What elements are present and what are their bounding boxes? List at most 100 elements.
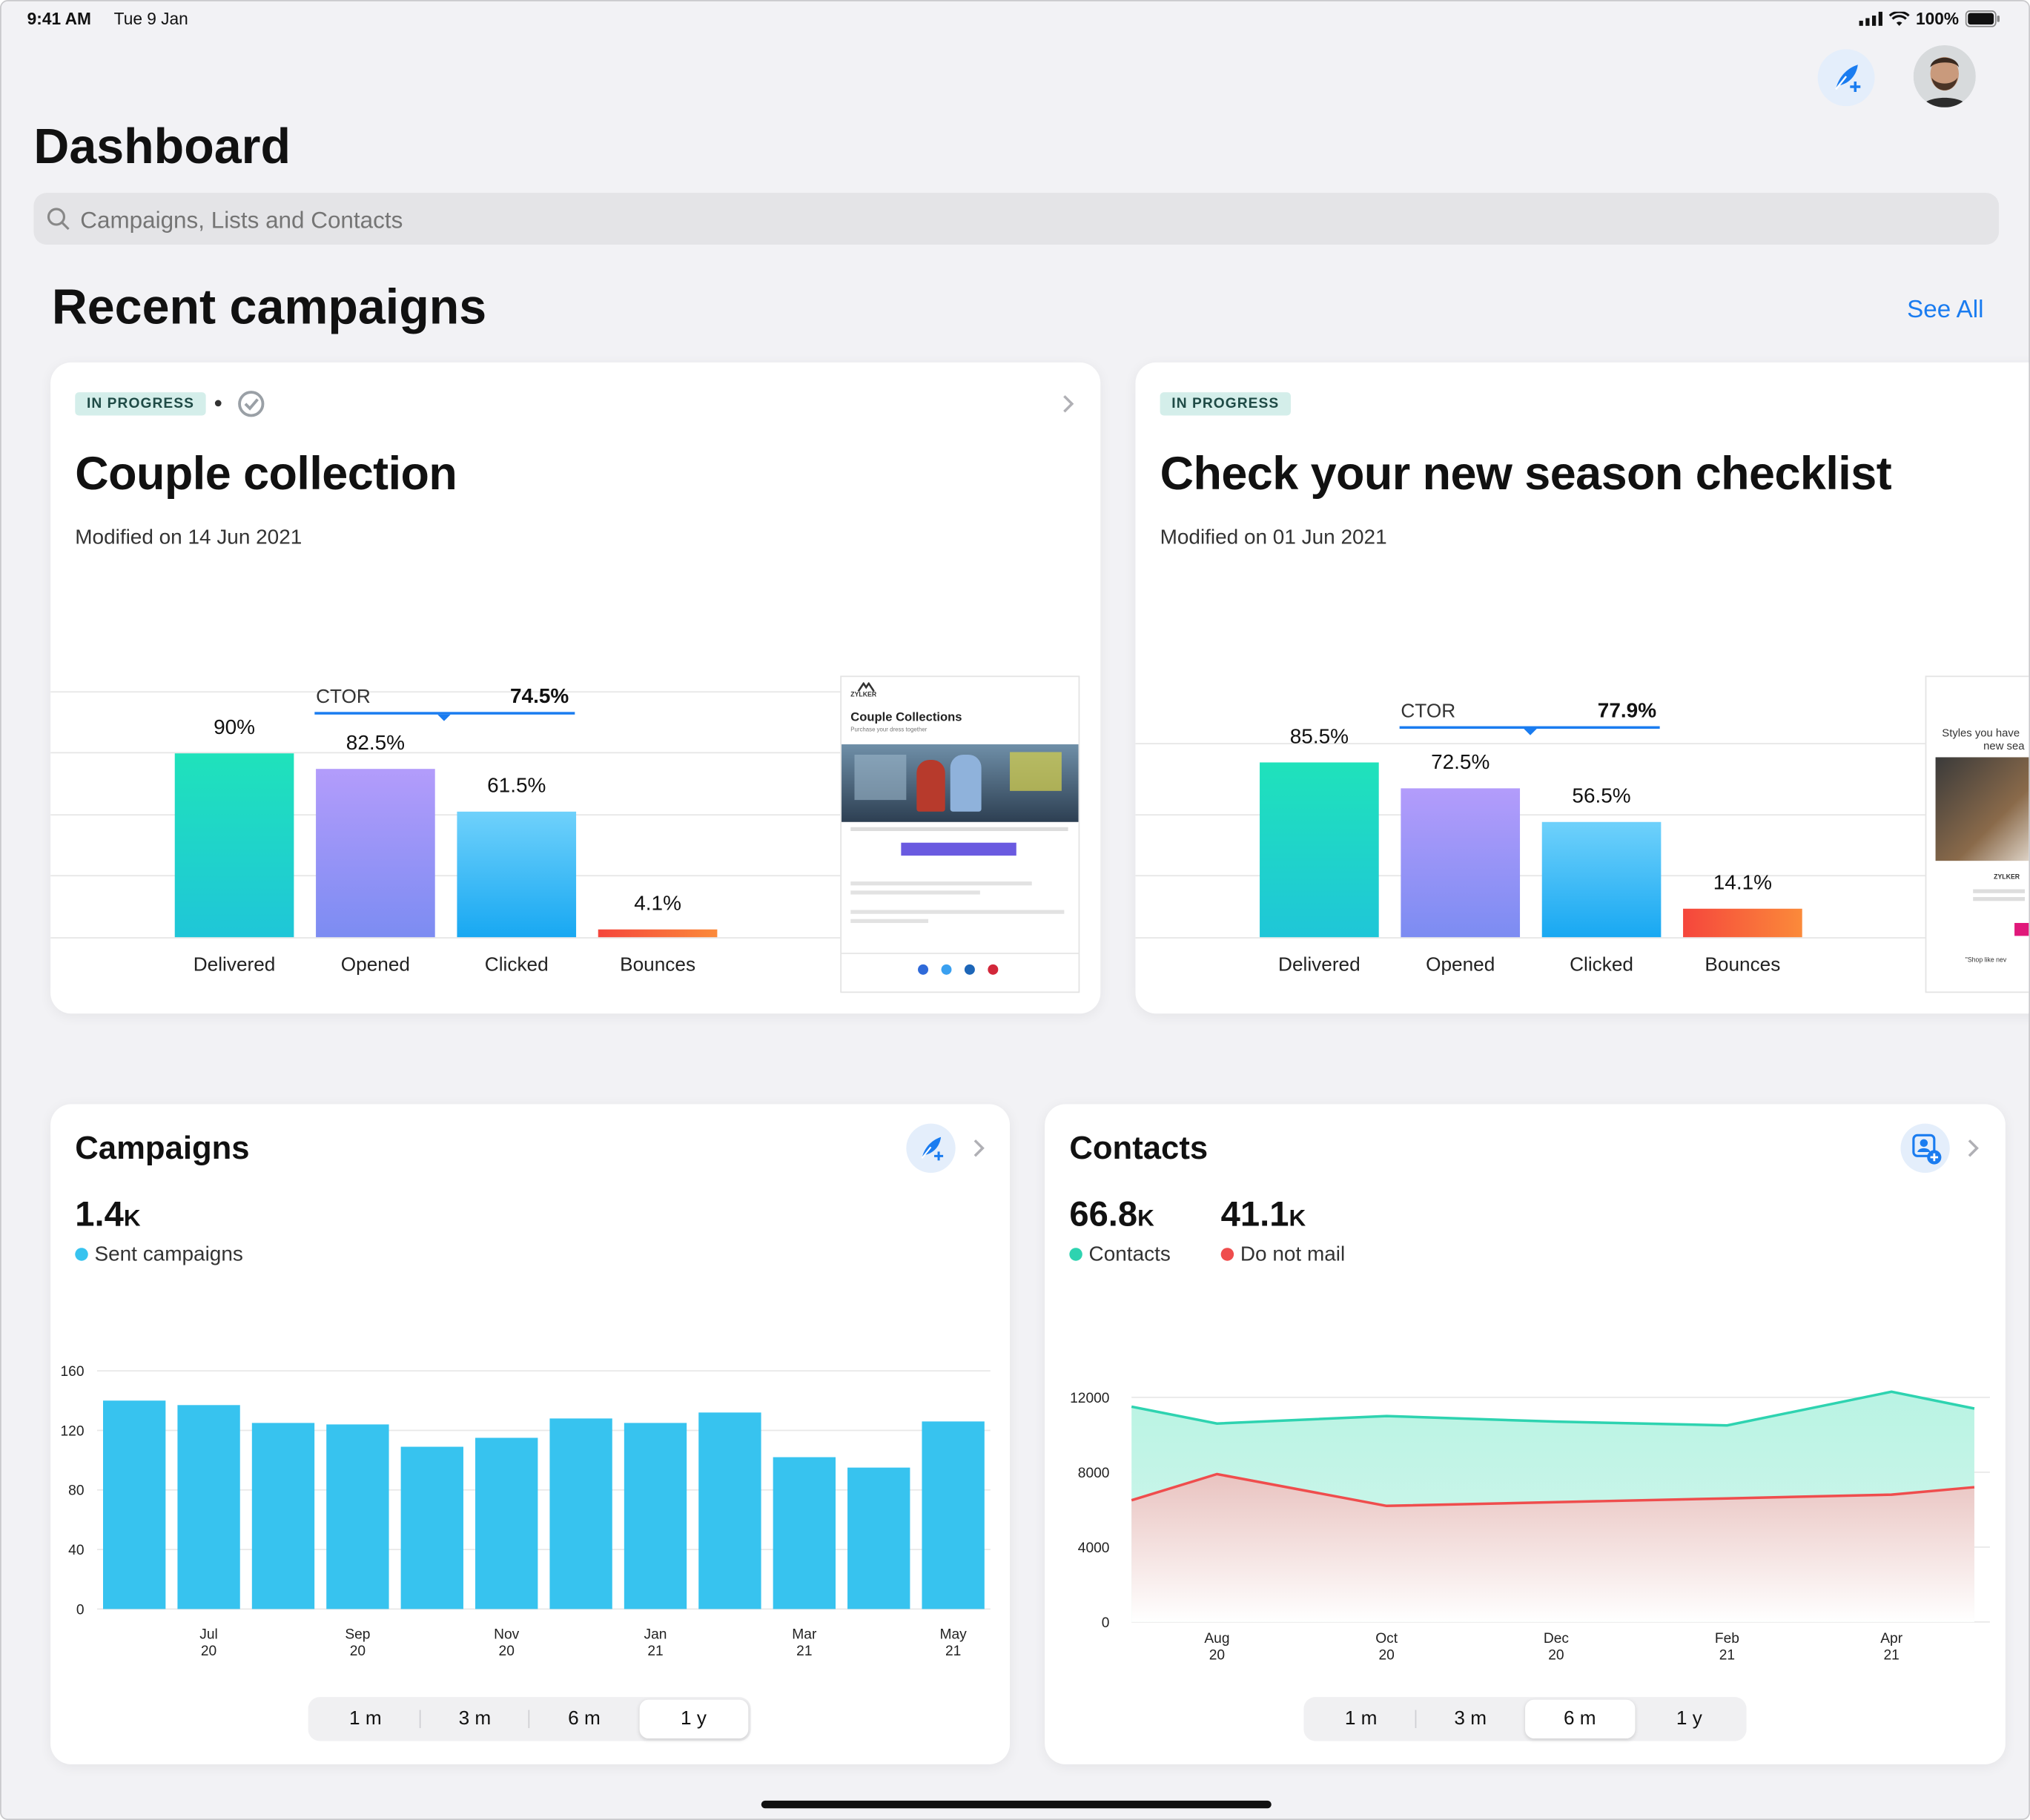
campaign-card[interactable]: IN PROGRESS Couple collection Modified o… — [50, 362, 1101, 1014]
grid-line — [1135, 743, 1925, 745]
new-campaign-button[interactable] — [906, 1123, 956, 1173]
email-preview-thumbnail[interactable]: ZYLKER Couple Collections Purchase your … — [840, 675, 1080, 993]
x-tick-label: Jan — [644, 1627, 667, 1643]
segment-divider — [1414, 1710, 1416, 1729]
grid-line — [1135, 937, 1925, 939]
separator-dot — [214, 400, 222, 407]
x-tick-label: 20 — [1379, 1648, 1395, 1664]
x-tick-label: 20 — [201, 1644, 216, 1659]
kpi-value: 1.4 — [75, 1194, 124, 1234]
label-delivered: Delivered — [1278, 953, 1361, 976]
legend-label: Sent campaigns — [94, 1244, 243, 1266]
x-tick-label: May — [940, 1627, 968, 1643]
legend-dot — [1220, 1248, 1234, 1261]
value-delivered: 85.5% — [1289, 726, 1349, 749]
compose-campaign-button[interactable] — [1817, 49, 1875, 107]
chevron-right-icon[interactable] — [1060, 394, 1076, 414]
x-tick-label: 21 — [796, 1644, 812, 1659]
range-option-1m[interactable]: 1 m — [1306, 1700, 1416, 1738]
email-preview-thumbnail[interactable]: Styles you have new sea ZYLKER "Shop lik… — [1925, 675, 2029, 993]
x-tick-label: Jul — [199, 1627, 218, 1643]
bar — [549, 1418, 612, 1609]
sent-campaigns-count: 1.4K — [75, 1195, 140, 1235]
x-tick-label: 20 — [499, 1644, 515, 1659]
ctor-marker — [437, 714, 451, 721]
x-tick-label: Nov — [494, 1627, 520, 1643]
home-indicator — [761, 1800, 1272, 1809]
y-tick-label: 160 — [60, 1364, 84, 1380]
y-tick-label: 4000 — [1078, 1541, 1110, 1556]
grid-line — [1135, 875, 1925, 877]
preview-divider — [842, 953, 1079, 954]
range-option-1y[interactable]: 1 y — [1676, 1707, 1702, 1730]
range-selector[interactable]: 1 m 3 m 6 m 1 y — [1303, 1697, 1747, 1741]
range-option-1m[interactable]: 1 m — [311, 1700, 420, 1738]
feather-plus-icon — [921, 1136, 944, 1161]
bar-bounces — [1683, 908, 1802, 938]
twitter-icon — [941, 964, 952, 975]
preview-cta — [2014, 922, 2029, 936]
do-not-mail-area — [1131, 1474, 1974, 1622]
preview-brand: ZYLKER — [850, 691, 877, 699]
y-tick-label: 12000 — [1070, 1391, 1109, 1406]
segment-divider — [528, 1710, 530, 1729]
y-tick-label: 80 — [68, 1483, 84, 1499]
preview-line: new sea — [1983, 739, 2025, 752]
bar-bounces — [598, 928, 718, 938]
contacts-widget[interactable]: Contacts 66.8K 41.1K Contacts Do not mai… — [1045, 1104, 2006, 1764]
chevron-right-icon[interactable] — [1965, 1138, 1981, 1159]
campaigns-bar-chart: 04080120160Jul20Sep20Nov20Jan21Mar21May2… — [60, 1364, 991, 1659]
preview-photo — [1935, 757, 2029, 861]
x-tick-label: Feb — [1715, 1631, 1739, 1647]
grid-line — [50, 875, 841, 877]
legend-label: Do not mail — [1240, 1244, 1346, 1266]
cellular-signal-icon — [1859, 11, 1882, 26]
range-option-1y[interactable]: 1 y — [638, 1699, 749, 1739]
campaigns-widget[interactable]: Campaigns 1.4K Sent campaigns 0 40 80 120 16… — [50, 1104, 1011, 1764]
label-opened: Opened — [1426, 953, 1495, 976]
search-icon — [47, 208, 70, 231]
range-option-3m[interactable]: 3 m — [1454, 1707, 1487, 1730]
bar — [475, 1437, 538, 1609]
range-option-6m[interactable]: 6 m — [1525, 1699, 1635, 1739]
bar — [698, 1412, 761, 1609]
recent-campaigns-heading: Recent campaigns — [51, 280, 487, 336]
bar — [251, 1423, 315, 1609]
value-delivered: 90% — [214, 716, 256, 739]
preview-text-line — [1973, 897, 2026, 901]
contacts-count: 66.8K — [1069, 1195, 1154, 1235]
ctor-value: 77.9% — [1597, 700, 1657, 723]
chevron-right-icon[interactable] — [971, 1138, 987, 1159]
do-not-mail-count: 41.1K — [1221, 1195, 1306, 1235]
campaign-card[interactable]: IN PROGRESS Check your new season checkl… — [1135, 362, 2029, 1014]
range-option-6m[interactable]: 6 m — [568, 1707, 601, 1730]
bar-opened — [316, 768, 435, 938]
x-tick-label: Dec — [1544, 1631, 1570, 1647]
legend-label: Contacts — [1088, 1244, 1171, 1266]
modified-date: Modified on 14 Jun 2021 — [75, 526, 302, 549]
preview-text-line — [850, 827, 1068, 831]
x-tick-label: 20 — [1548, 1648, 1564, 1664]
x-tick-label: 21 — [647, 1644, 663, 1659]
search-input[interactable] — [77, 200, 1974, 240]
preview-text-line — [850, 910, 1065, 914]
ctor-value: 74.5% — [510, 686, 569, 709]
range-option-3m[interactable]: 3 m — [420, 1700, 530, 1738]
search-bar[interactable] — [33, 193, 2000, 245]
brand-logo-icon — [857, 682, 875, 692]
kpi-value: 41.1 — [1220, 1194, 1289, 1234]
grid-line — [50, 814, 841, 816]
see-all-link[interactable]: See All — [1907, 296, 1984, 324]
label-delivered: Delivered — [193, 953, 276, 976]
avatar[interactable] — [1913, 45, 1976, 107]
preview-footer: "Shop like nev — [1965, 956, 2007, 964]
legend-sent-campaigns: Sent campaigns — [75, 1244, 243, 1267]
value-clicked: 56.5% — [1572, 785, 1631, 808]
campaign-title: Couple collection — [75, 446, 457, 500]
segment-divider — [418, 1710, 420, 1729]
bar-clicked — [457, 811, 577, 938]
bar — [847, 1467, 910, 1609]
add-contact-button[interactable] — [1900, 1123, 1950, 1173]
